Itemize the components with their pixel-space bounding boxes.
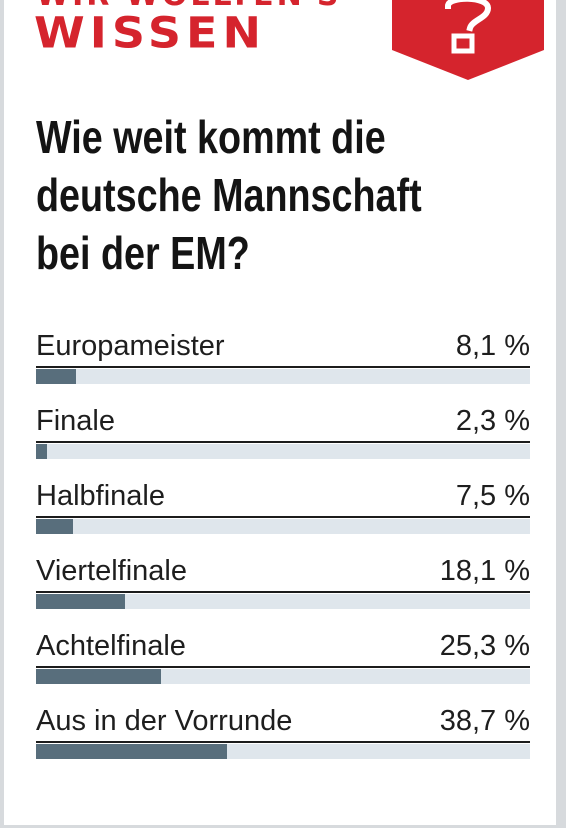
frame-right-border	[556, 0, 566, 828]
bar	[36, 744, 228, 759]
row-divider	[36, 516, 530, 518]
result-row: Finale 2,3 %	[36, 401, 530, 476]
category-label: Halbfinale	[36, 480, 165, 512]
result-row: Viertelfinale 18,1 %	[36, 551, 530, 626]
category-label: Viertelfinale	[36, 555, 188, 587]
bar	[36, 444, 48, 459]
value-label: 7,5 %	[455, 480, 530, 512]
survey-question: Wie weit kommt die deutsche Mannschaft b…	[36, 111, 422, 279]
row-divider	[36, 441, 530, 443]
results-list: Europameister 8,1 % Finale 2,3 % Halbfinale 7…	[36, 326, 530, 776]
value-label: 18,1 %	[439, 555, 530, 587]
bar-track	[36, 519, 530, 534]
result-row: Europameister 8,1 %	[36, 326, 530, 401]
bar	[36, 594, 126, 609]
category-label: Achtelfinale	[36, 630, 186, 662]
header-kicker: WIR WOLLTEN'S	[36, 0, 342, 13]
category-label: Europameister	[36, 330, 225, 362]
row-divider	[36, 666, 530, 668]
frame-left-border	[0, 0, 4, 828]
frame-bottom-border	[0, 825, 566, 828]
value-label: 38,7 %	[439, 705, 530, 737]
bar-track	[36, 744, 530, 759]
question-mark-icon	[392, 0, 544, 80]
bar-track	[36, 594, 530, 609]
bar	[36, 369, 76, 384]
bar-track	[36, 444, 530, 459]
header: WIR WOLLTEN'S WISSEN	[0, 0, 566, 80]
bar-track	[36, 669, 530, 684]
row-divider	[36, 366, 530, 368]
bar	[36, 519, 74, 534]
value-label: 25,3 %	[439, 630, 530, 662]
category-label: Finale	[36, 405, 115, 437]
value-label: 2,3 %	[455, 405, 530, 437]
header-brand-title: WISSEN	[34, 8, 266, 58]
bar	[36, 669, 161, 684]
category-label: Aus in der Vorrunde	[36, 705, 293, 737]
result-row: Halbfinale 7,5 %	[36, 476, 530, 551]
row-divider	[36, 741, 530, 743]
value-label: 8,1 %	[455, 330, 530, 362]
result-row: Achtelfinale 25,3 %	[36, 626, 530, 701]
bar-track	[36, 369, 530, 384]
result-row: Aus in der Vorrunde 38,7 %	[36, 701, 530, 776]
row-divider	[36, 591, 530, 593]
